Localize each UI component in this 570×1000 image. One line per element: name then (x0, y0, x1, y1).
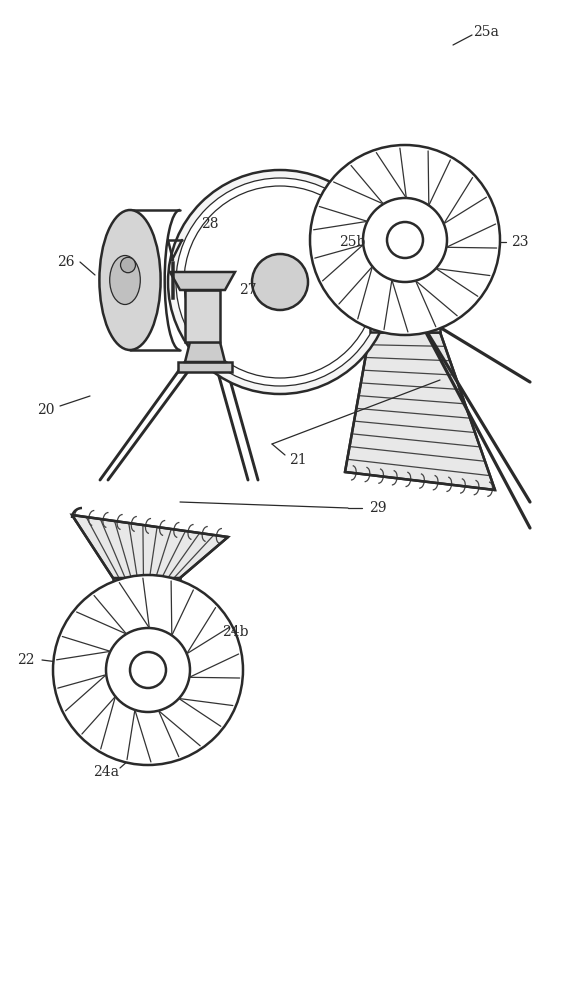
Polygon shape (185, 290, 220, 342)
Polygon shape (113, 578, 180, 600)
Circle shape (252, 254, 308, 310)
Text: 23: 23 (511, 235, 529, 249)
Text: 21: 21 (289, 453, 307, 467)
Circle shape (310, 145, 500, 335)
Text: 24a: 24a (93, 765, 119, 779)
Text: 20: 20 (37, 403, 55, 417)
Text: 26: 26 (57, 255, 75, 269)
Polygon shape (185, 342, 225, 362)
Circle shape (176, 178, 384, 386)
Circle shape (106, 628, 190, 712)
Circle shape (168, 170, 392, 394)
Circle shape (363, 198, 447, 282)
Polygon shape (370, 310, 440, 332)
Circle shape (387, 222, 423, 258)
Polygon shape (170, 272, 235, 290)
Circle shape (53, 575, 243, 765)
Ellipse shape (120, 257, 136, 273)
Text: 22: 22 (17, 653, 35, 667)
Circle shape (130, 652, 166, 688)
Polygon shape (178, 362, 232, 372)
Text: 25b: 25b (339, 235, 365, 249)
Polygon shape (345, 332, 495, 490)
Polygon shape (172, 262, 173, 298)
Text: 25a: 25a (473, 25, 499, 39)
Ellipse shape (109, 255, 140, 304)
Circle shape (184, 186, 376, 378)
Text: 29: 29 (369, 501, 387, 515)
Polygon shape (72, 515, 228, 578)
Ellipse shape (99, 210, 161, 350)
Text: 24b: 24b (222, 625, 249, 639)
Text: 27: 27 (239, 283, 257, 297)
Text: 28: 28 (201, 217, 219, 231)
